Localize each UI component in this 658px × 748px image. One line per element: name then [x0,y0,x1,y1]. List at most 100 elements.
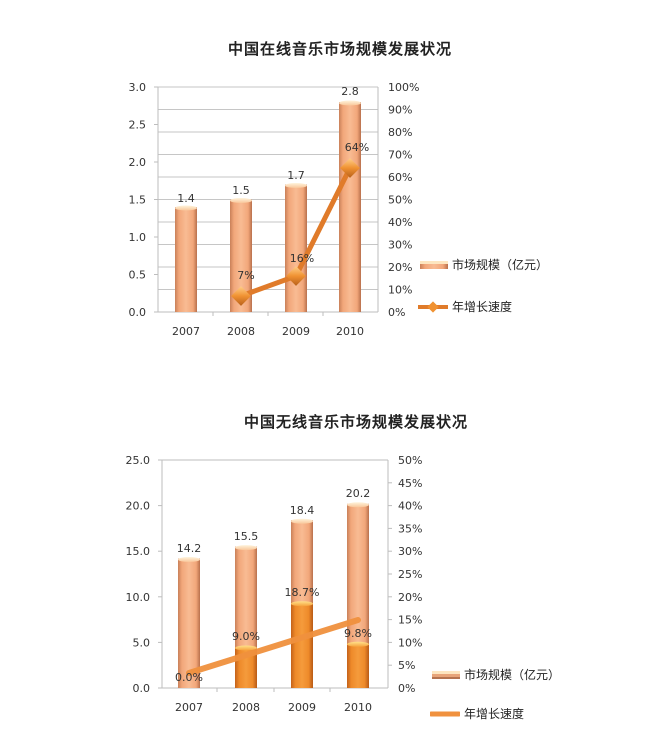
chart2-bar-2010 [347,503,369,688]
chart2-bar-2007 [178,558,200,688]
bar-swatch-icon [432,670,460,679]
chart2-bar-label: 15.5 [234,530,259,543]
chart2-axes [158,459,392,692]
chart1-ytick: 1.5 [129,194,147,207]
chart1-ytick: 2.5 [129,119,147,132]
chart2-growth-line [186,617,361,676]
chart2-bar-label: 18.4 [290,504,315,517]
chart2-xtick: 2010 [344,701,372,714]
chart1-bar-2010[interactable] [339,102,361,312]
chart1-line-label: 16% [290,252,314,265]
chart1-y2tick: 40% [388,216,412,229]
chart2-y2tick: 5% [398,659,415,672]
chart1-y2tick: 60% [388,171,412,184]
chart2-bar-label: 20.2 [346,487,371,500]
chart2-xtick: 2008 [232,701,260,714]
chart1-bar-2008[interactable] [230,199,252,313]
chart1-right-axis-labels: 100% 90% 80% 70% 60% 50% 40% 30% 20% 10%… [388,81,419,319]
chart1-title: 中国在线音乐市场规模发展状况 [228,40,453,58]
chart1-bar-label: 1.5 [232,184,250,197]
chart1-y2tick: 80% [388,126,412,139]
chart2-legend-line: 年增长速度 [430,705,524,722]
chart2-y2tick: 0% [398,682,415,695]
chart1-bar-label: 2.8 [341,85,359,98]
chart1-xtick: 2008 [227,325,255,338]
chart2-ytick: 15.0 [126,545,151,558]
chart2-title: 中国无线音乐市场规模发展状况 [244,413,469,431]
chart2-growth-label: 9.8% [344,627,372,640]
chart1-y2tick: 30% [388,239,412,252]
chart2-xtick: 2007 [175,701,203,714]
chart2-growth-bar-2009 [291,602,313,688]
chart1-ytick: 3.0 [129,81,147,94]
chart2-data-labels: 14.2 15.5 18.4 20.2 0.0% 9.0% 18.7% 9.8% [175,487,372,684]
chart2-ytick: 25.0 [126,454,151,467]
chart1-marker-2009[interactable] [286,266,306,286]
chart2-y2tick: 15% [398,614,422,627]
chart2-y2tick: 20% [398,591,422,604]
chart1-growth-line [231,158,360,306]
chart1-xtick: 2007 [172,325,200,338]
chart1-y2tick: 0% [388,306,405,319]
chart1-left-axis-labels: 3.0 2.5 2.0 1.5 1.0 0.5 0.0 [129,81,147,319]
chart1-bar-2007[interactable] [175,207,197,312]
chart2-ytick: 10.0 [126,591,151,604]
chart1-bar-label: 1.4 [177,192,195,205]
chart2-y2tick: 45% [398,477,422,490]
chart1-bar-2009[interactable] [285,184,307,313]
chart1-bar-cap [285,183,307,188]
chart2-growth-label: 18.7% [285,586,320,599]
chart2-ytick: 20.0 [126,500,151,513]
chart1-legend-line: 年增长速度 [418,298,512,315]
chart1-bar-cap [230,198,252,203]
chart2-growth-bars [235,601,369,688]
chart2-y2tick: 30% [398,545,422,558]
chart2-bar-2009 [291,520,313,688]
bar-swatch-icon [420,260,448,269]
chart2-legend-bar: 市场规模（亿元） [432,666,560,683]
chart2-growth-bar-2008 [235,647,257,688]
chart1-y2tick: 100% [388,81,419,94]
chart2-legend-bar-label: 市场规模（亿元） [464,668,561,682]
chart2-bar-2008 [235,546,257,688]
chart2-y2tick: 10% [398,636,422,649]
chart2-y2tick: 35% [398,522,422,535]
line-swatch-icon [430,711,460,716]
chart1-x-axis-labels: 2007 2008 2009 2010 [172,325,364,338]
chart1-xtick: 2009 [282,325,310,338]
chart1-y2tick: 90% [388,104,412,117]
chart1-y2tick: 70% [388,149,412,162]
chart1-y2tick: 20% [388,261,412,274]
chart2-y2tick: 25% [398,568,422,581]
chart2-growth-bar-2010 [347,643,369,688]
chart2-left-axis-labels: 25.0 20.0 15.0 10.0 5.0 0.0 [126,454,151,695]
chart2-xtick: 2009 [288,701,316,714]
chart1-ytick: 0.0 [129,306,147,319]
chart1-data-labels: 1.4 1.5 1.7 2.8 7% 16% 64% [177,85,369,282]
chart1-y2tick: 50% [388,194,412,207]
chart1-line-label: 7% [237,269,254,282]
line-diamond-swatch-icon [418,300,448,313]
chart1-legend-bar: 市场规模（亿元） [420,256,548,273]
chart2-y2tick: 40% [398,500,422,513]
chart1-plot: 3.0 2.5 2.0 1.5 1.0 0.5 0.0 100% 90% 80%… [129,81,420,338]
chart1-line-label: 64% [345,141,369,154]
chart2-y2tick: 50% [398,454,422,467]
chart2-right-axis-labels: 50% 45% 40% 35% 30% 25% 20% 15% 10% 5% 0… [398,454,422,695]
chart1-ytick: 0.5 [129,269,147,282]
chart1-bar-cap [339,100,361,106]
chart1-marker-2008[interactable] [231,286,251,306]
chart2-ytick: 0.0 [133,682,151,695]
chart2-ytick: 5.0 [133,636,151,649]
chart2-bars [178,502,369,688]
chart1-bar-label: 1.7 [287,169,305,182]
chart1-ytick: 1.0 [129,231,147,244]
chart1-legend-bar-label: 市场规模（亿元） [452,258,549,272]
chart1-bar-cap [175,205,197,211]
chart1-y2tick: 10% [388,284,412,297]
chart1-legend-line-label: 年增长速度 [452,300,513,314]
chart2-legend-line-label: 年增长速度 [464,707,525,721]
chart1-xtick: 2010 [336,325,364,338]
chart1-marker-2010[interactable] [340,158,360,178]
chart2-x-axis-labels: 2007 2008 2009 2010 [175,701,372,714]
